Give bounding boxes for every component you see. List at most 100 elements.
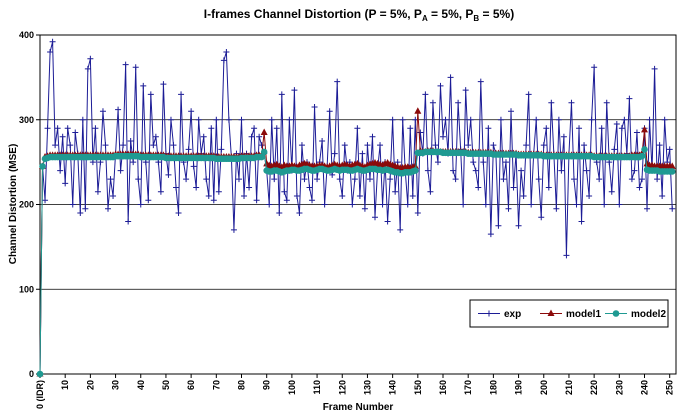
point-marker [613,120,620,127]
point-marker [644,205,651,212]
point-marker [339,193,346,200]
point-marker [558,167,565,174]
point-marker [225,116,232,123]
point-marker [218,146,225,153]
point-marker [291,87,298,94]
title-part: = 5%, P [428,7,474,21]
point-marker [573,201,580,208]
point-marker [120,142,127,149]
point-marker [480,159,487,166]
point-marker [581,142,588,149]
point-marker [508,108,515,115]
point-marker [654,176,661,183]
point-marker [414,107,422,114]
point-marker [105,205,112,212]
point-marker [548,99,555,106]
point-marker [434,159,441,166]
point-marker [485,125,492,132]
point-marker [411,162,419,169]
point-marker [397,226,404,233]
x-tick-label: 210 [564,380,574,395]
point-marker [455,99,462,106]
point-marker [603,99,610,106]
point-marker [336,176,343,183]
point-marker [175,209,182,216]
point-marker [447,74,454,81]
point-marker [505,205,512,212]
point-marker [205,193,212,200]
x-tick-label: 70 [211,380,221,390]
y-tick-label: 300 [19,115,34,125]
point-marker [487,231,494,238]
point-marker [641,125,649,133]
point-marker [533,116,540,123]
point-marker [72,129,79,136]
point-marker [359,150,366,157]
point-marker [460,201,467,208]
x-tick-label: 50 [161,380,171,390]
point-marker [160,81,167,88]
point-marker [442,116,449,123]
point-marker [621,116,628,123]
point-marker [145,197,152,204]
point-marker [520,193,527,200]
point-marker [583,167,590,174]
x-tick-label: 90 [262,380,272,390]
point-marker [601,201,608,208]
point-marker [203,176,210,183]
point-marker [528,201,535,208]
point-marker [208,125,215,132]
point-marker [465,142,472,149]
point-marker [248,133,255,140]
point-marker [309,197,316,204]
point-marker [326,108,333,115]
x-tick-label: 60 [186,380,196,390]
point-marker [392,188,399,195]
x-tick-label: 120 [337,380,347,395]
point-marker [387,176,394,183]
point-marker [518,167,525,174]
point-marker [440,133,447,140]
point-marker [278,91,285,98]
plot-frame [39,34,677,375]
point-marker [470,159,477,166]
point-marker [102,142,109,149]
x-tick-label: 150 [413,380,423,395]
point-marker [293,193,300,200]
point-marker [52,142,59,149]
legend-label: exp [504,309,521,320]
point-marker [540,142,547,149]
point-marker [636,184,643,191]
point-marker [258,142,265,149]
point-marker [54,125,61,132]
point-marker [190,163,197,170]
point-marker [450,167,457,174]
point-marker [82,205,89,212]
x-tick-label: 170 [463,380,473,395]
point-marker [39,163,46,170]
point-marker [379,201,386,208]
point-marker [132,64,139,71]
point-marker [185,146,192,153]
point-marker [477,78,484,85]
point-marker [356,193,363,200]
point-marker [115,106,122,113]
point-marker [135,176,142,183]
point-marker [417,129,424,136]
point-marker [429,99,436,106]
point-marker [193,184,200,191]
point-marker [560,133,567,140]
point-marker [475,184,482,191]
point-marker [241,193,248,200]
x-tick-label: 20 [85,380,95,390]
point-marker [92,125,99,132]
point-marker [210,197,217,204]
point-marker [596,176,603,183]
title-part: = 5%) [479,7,514,21]
point-marker [638,152,646,160]
point-marker [122,61,129,68]
x-tick-label: 140 [388,380,398,395]
point-marker [79,116,86,123]
legend-box [469,299,669,328]
